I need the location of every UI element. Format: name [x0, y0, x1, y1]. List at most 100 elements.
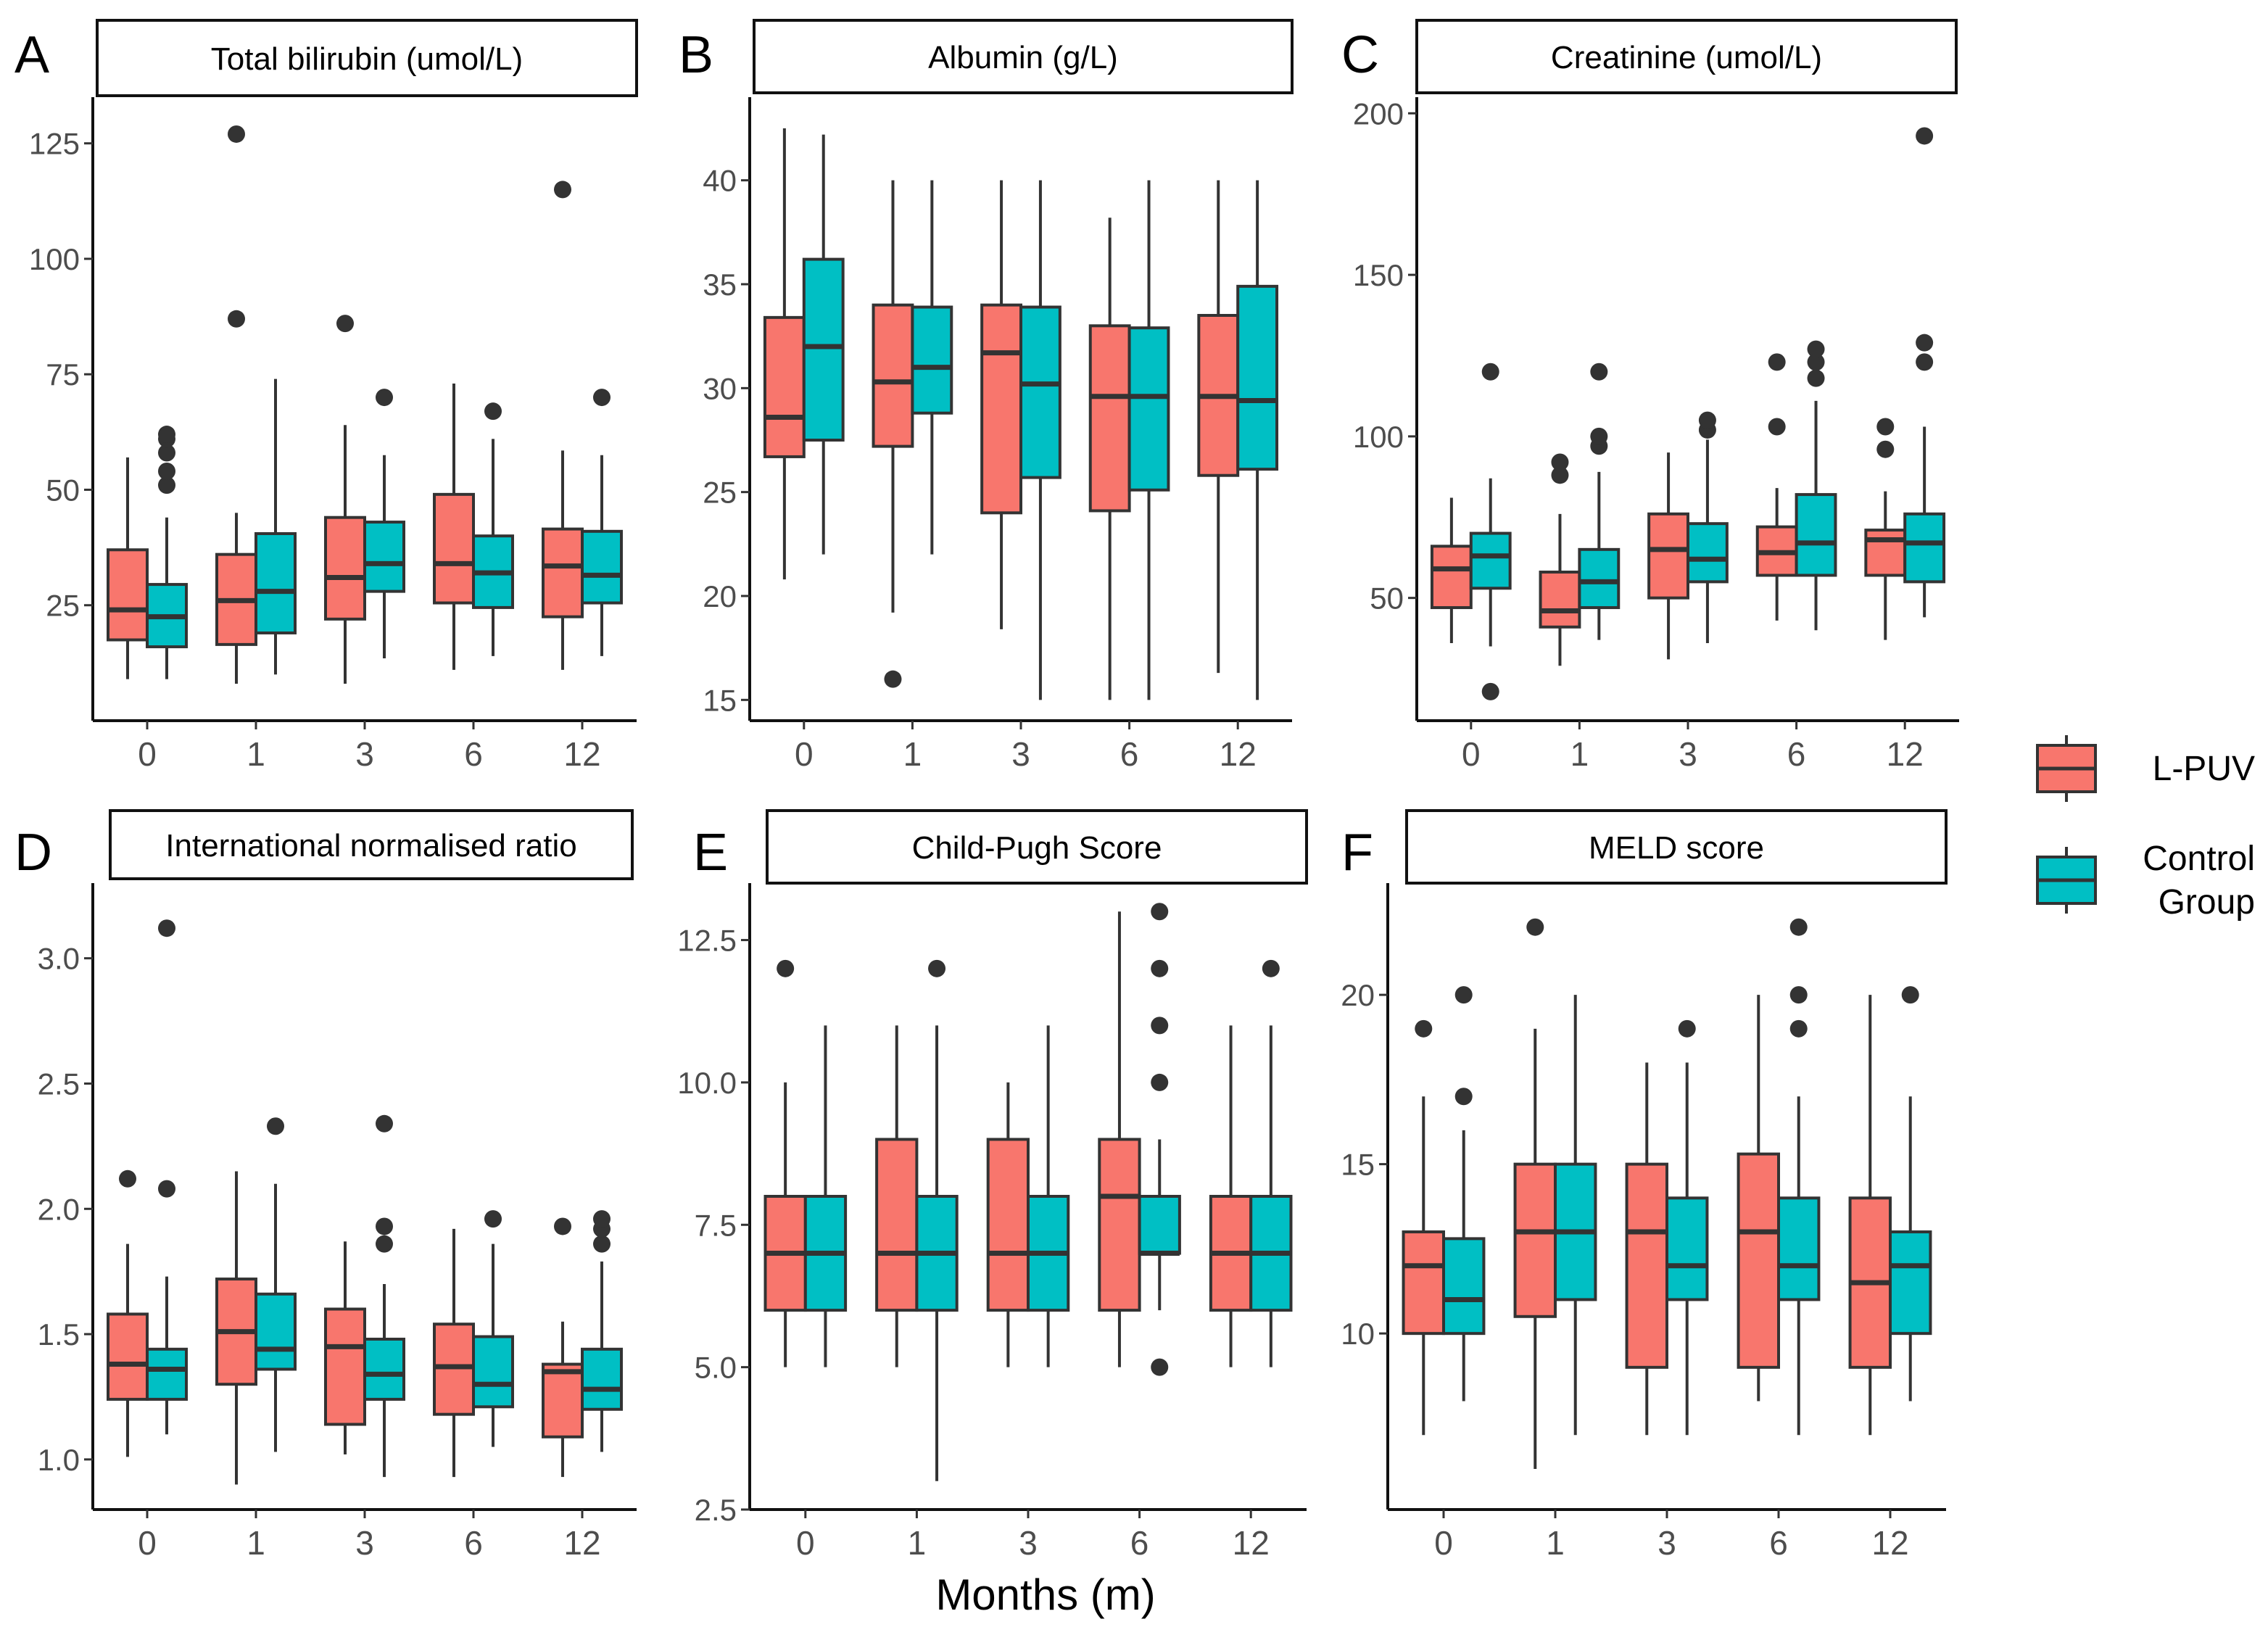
x-tick-label: 12: [563, 1524, 600, 1562]
box-control: [1665, 1019, 1709, 1436]
outlier-point: [1916, 353, 1934, 371]
panel-e: E Child-Pugh Score 2.5 5.0 7.5 10.0 12.5 0 1 3 6 12: [677, 809, 1308, 1562]
outlier-point: [1526, 918, 1544, 936]
box-lpuv: [1539, 453, 1581, 666]
box-lpuv: [1864, 418, 1907, 640]
box-iqr: [324, 516, 366, 621]
box-control: [1127, 180, 1170, 700]
box-control: [1578, 363, 1621, 640]
legend-label-line: L-PUV: [2153, 750, 2255, 788]
outlier-point: [158, 463, 175, 480]
y-tick-label: 2.0: [38, 1192, 80, 1226]
box-iqr: [1402, 1230, 1446, 1336]
box-control: [254, 378, 297, 675]
box-lpuv: [1430, 497, 1473, 644]
outlier-point: [593, 1210, 611, 1228]
outlier-point: [1807, 340, 1825, 358]
box-iqr: [1138, 1195, 1181, 1255]
box-control: [1027, 1025, 1070, 1367]
panel-title-box: [766, 809, 1308, 885]
box-lpuv: [1625, 1062, 1669, 1436]
box-control: [1469, 363, 1512, 700]
x-tick-label: 1: [1570, 735, 1589, 773]
y-tick-label: 20: [1341, 978, 1375, 1012]
x-tick-label: 0: [1434, 1524, 1453, 1562]
y-tick-label: 50: [46, 473, 80, 507]
box-iqr: [254, 532, 297, 634]
box-iqr: [581, 1347, 623, 1411]
box-iqr: [1647, 512, 1690, 600]
box-iqr: [1236, 284, 1279, 471]
box-control: [1442, 986, 1486, 1402]
panel-letter: E: [693, 824, 728, 882]
outlier-point: [777, 959, 795, 977]
outlier-point: [1151, 903, 1169, 921]
x-tick-label: 1: [247, 1524, 265, 1562]
box-lpuv: [1209, 1025, 1253, 1367]
x-tick-label: 12: [1887, 735, 1924, 773]
box-iqr: [472, 1335, 514, 1409]
box-lpuv: [872, 180, 914, 688]
y-tick-label: 3.0: [38, 942, 80, 976]
panel-title: Albumin (g/L): [928, 40, 1118, 75]
box-iqr: [433, 492, 475, 605]
outlier-point: [1454, 1088, 1473, 1106]
x-tick-label: 6: [1130, 1524, 1149, 1562]
outlier-point: [158, 919, 175, 937]
box-lpuv: [433, 1228, 475, 1478]
outlier-point: [1481, 363, 1499, 381]
panel-letter: A: [15, 26, 49, 84]
panel-f: F MELD score 10 15 20 0 1 3 6 12: [1341, 809, 1948, 1562]
y-tick-label: 30: [703, 371, 737, 405]
x-tick-label: 6: [1769, 1524, 1788, 1562]
box-control: [472, 1210, 514, 1447]
box-lpuv: [763, 128, 806, 580]
x-tick-label: 1: [903, 735, 922, 773]
box-iqr: [542, 1362, 584, 1438]
box-iqr: [872, 303, 914, 448]
panel-title: Total bilirubin (umol/L): [211, 41, 523, 77]
y-tick-label: 25: [46, 589, 80, 623]
box-iqr: [107, 548, 149, 642]
outlier-point: [1151, 1073, 1169, 1091]
outlier-point: [228, 310, 245, 328]
outlier-point: [1678, 1019, 1696, 1038]
outlier-point: [376, 389, 393, 407]
outlier-point: [1807, 369, 1825, 387]
box-iqr: [1665, 1196, 1709, 1301]
x-tick-label: 3: [1011, 735, 1030, 773]
box-lpuv: [107, 457, 149, 679]
box-control: [1138, 903, 1181, 1376]
outlier-point: [158, 426, 175, 444]
outlier-point: [1481, 682, 1499, 700]
y-tick-label: 12.5: [677, 924, 737, 958]
x-tick-label: 12: [1871, 1524, 1908, 1562]
panel-a: A Total bilirubin (umol/L) 25 50 75 100 125 0 1 3…: [15, 19, 638, 773]
x-tick-label: 3: [355, 735, 374, 773]
panel-letter: B: [679, 26, 713, 84]
outlier-point: [1151, 959, 1169, 977]
panel-title-box: [753, 19, 1294, 94]
box-iqr: [146, 1347, 188, 1401]
outlier-point: [158, 476, 175, 494]
outlier-point: [1916, 334, 1934, 352]
outlier-point: [1916, 127, 1934, 145]
x-tick-label: 0: [1462, 735, 1481, 773]
outlier-point: [376, 1217, 393, 1235]
legend-label: Control Group: [2143, 840, 2255, 922]
y-tick-label: 100: [1353, 420, 1404, 454]
box-iqr: [1127, 326, 1170, 492]
outlier-point: [484, 402, 502, 421]
panel-d: D International normalised ratio 1.0 1.5 2.0…: [15, 809, 637, 1562]
x-tick-label: 0: [795, 735, 814, 773]
box-lpuv: [1737, 995, 1781, 1402]
panel-title-box: [96, 19, 638, 97]
panel-title-box: [1405, 809, 1948, 885]
box-iqr: [1539, 571, 1581, 629]
box-iqr: [1430, 545, 1473, 610]
box-lpuv: [1197, 180, 1240, 674]
outlier-point: [1768, 353, 1786, 371]
box-lpuv: [1647, 452, 1690, 660]
x-tick-label: 1: [908, 1524, 927, 1562]
box-iqr: [1795, 493, 1837, 577]
